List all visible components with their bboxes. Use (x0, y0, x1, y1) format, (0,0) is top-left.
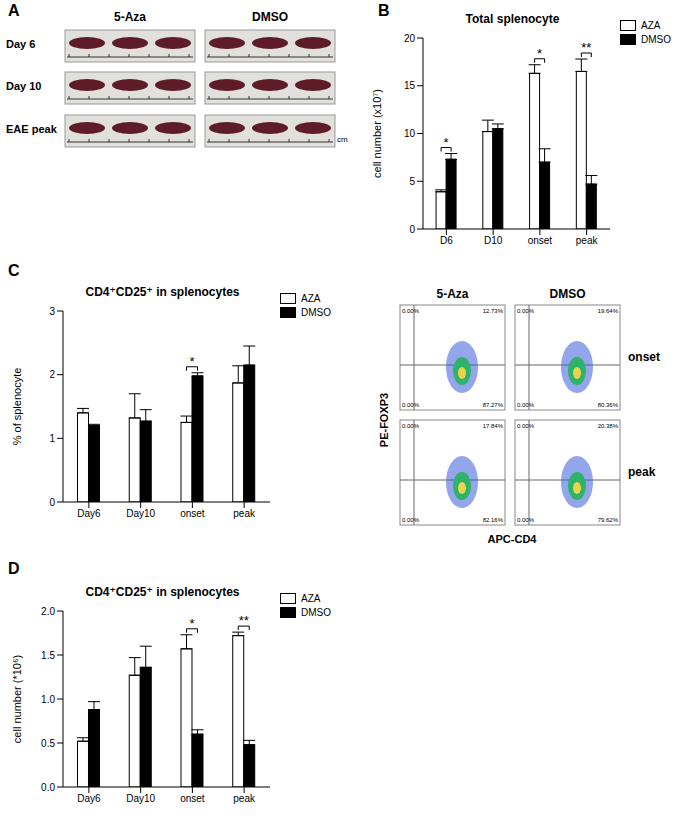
svg-text:*: * (444, 135, 449, 150)
html-text:CD4⁺CD25⁺ in splenocytes: CD4⁺CD25⁺ in splenocytes (85, 285, 240, 299)
html-text:D: D (8, 560, 20, 577)
svg-text:**: ** (239, 613, 249, 628)
svg-text:1.0: 1.0 (41, 694, 55, 705)
svg-text:12.73%: 12.73% (483, 308, 504, 314)
svg-text:17.84%: 17.84% (483, 423, 504, 429)
html-text:Day 6: Day 6 (6, 38, 36, 50)
html-text:5-Aza: 5-Aza (114, 10, 146, 24)
svg-text:87.27%: 87.27% (483, 402, 504, 408)
svg-text:0.00%: 0.00% (402, 308, 420, 314)
svg-text:1: 1 (49, 433, 55, 444)
svg-text:cell number (x10⁷): cell number (x10⁷) (371, 89, 383, 178)
svg-text:Day10: Day10 (126, 508, 155, 519)
svg-text:0: 0 (409, 224, 415, 235)
svg-text:*: * (537, 46, 542, 61)
svg-text:D6: D6 (440, 235, 453, 246)
html-text:B: B (378, 2, 390, 19)
svg-text:peak: peak (576, 235, 599, 246)
html-text:Total splenocyte: Total splenocyte (465, 12, 560, 26)
svg-text:onset: onset (528, 235, 553, 246)
svg-text:0: 0 (49, 497, 55, 508)
svg-text:0.00%: 0.00% (402, 402, 420, 408)
svg-text:0.00%: 0.00% (402, 423, 420, 429)
html-text:C: C (8, 262, 20, 279)
html-text:5-Aza: 5-Aza (436, 287, 469, 301)
svg-text:cell number (*10⁶): cell number (*10⁶) (11, 655, 23, 743)
svg-text:3: 3 (49, 306, 55, 317)
svg-text:19.64%: 19.64% (598, 308, 619, 314)
svg-text:2.0: 2.0 (41, 606, 55, 617)
svg-text:79.62%: 79.62% (598, 517, 619, 523)
html-text:cm: cm (337, 135, 348, 144)
html-text:AZA: AZA (641, 20, 661, 31)
svg-text:0.5: 0.5 (41, 738, 55, 749)
html-text:DMSO: DMSO (641, 34, 671, 45)
svg-text:peak: peak (233, 793, 256, 804)
html-text:EAE peak: EAE peak (6, 123, 57, 135)
svg-text:0.00%: 0.00% (517, 423, 535, 429)
svg-text:5: 5 (409, 176, 415, 187)
html-text:CD4⁺CD25⁺ in splenocytes: CD4⁺CD25⁺ in splenocytes (85, 585, 240, 599)
svg-text:2: 2 (49, 369, 55, 380)
svg-text:**: ** (581, 40, 591, 55)
svg-text:APC-CD4: APC-CD4 (488, 533, 538, 545)
html-text:peak: peak (628, 465, 656, 479)
html-text:AZA: AZA (301, 593, 321, 604)
svg-text:onset: onset (180, 793, 205, 804)
svg-text:peak: peak (233, 508, 256, 519)
svg-text:Day10: Day10 (126, 793, 155, 804)
svg-text:D10: D10 (484, 235, 503, 246)
svg-text:80.36%: 80.36% (598, 402, 619, 408)
html-text:DMSO: DMSO (301, 607, 331, 618)
svg-text:20.38%: 20.38% (598, 423, 619, 429)
html-text:onset: onset (628, 350, 660, 364)
html-text:A: A (8, 2, 20, 19)
svg-text:% of splenocyte: % of splenocyte (11, 368, 23, 446)
svg-text:onset: onset (180, 508, 205, 519)
svg-text:Day6: Day6 (77, 508, 101, 519)
svg-text:Day6: Day6 (77, 793, 101, 804)
svg-text:0.00%: 0.00% (517, 517, 535, 523)
html-text:DMSO: DMSO (549, 287, 586, 301)
svg-text:0.00%: 0.00% (517, 308, 535, 314)
svg-text:0.00%: 0.00% (402, 517, 420, 523)
svg-text:*: * (189, 354, 194, 369)
svg-text:*: * (189, 616, 194, 631)
svg-text:1.5: 1.5 (41, 650, 55, 661)
html-text:Day 10: Day 10 (6, 80, 42, 92)
svg-text:15: 15 (404, 80, 416, 91)
svg-text:82.16%: 82.16% (483, 517, 504, 523)
svg-text:PE-FOXP3: PE-FOXP3 (378, 393, 390, 447)
svg-text:20: 20 (404, 33, 416, 44)
svg-text:0.00%: 0.00% (517, 402, 535, 408)
html-text:DMSO: DMSO (301, 307, 331, 318)
html-text:AZA: AZA (301, 293, 321, 304)
html-text:DMSO: DMSO (252, 10, 288, 24)
svg-text:10: 10 (404, 128, 416, 139)
svg-text:0.0: 0.0 (41, 782, 55, 793)
